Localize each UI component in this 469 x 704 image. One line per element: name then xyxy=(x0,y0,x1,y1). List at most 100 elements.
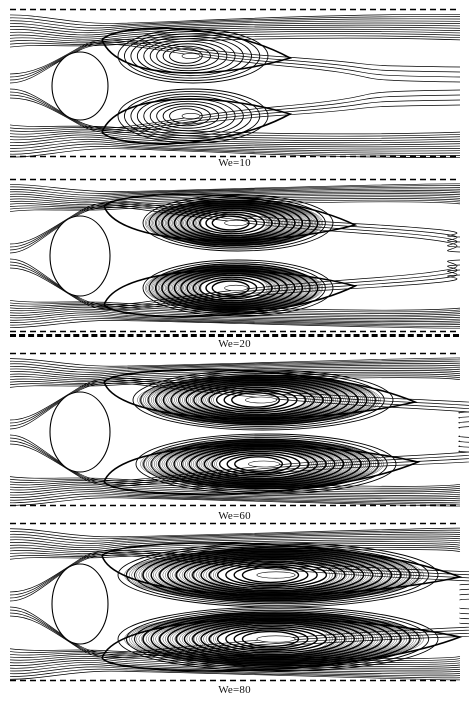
vortex-hatch xyxy=(164,268,304,308)
vortex-contour xyxy=(154,263,319,313)
outer-streamline xyxy=(9,659,461,671)
vortex-hatch xyxy=(148,615,400,663)
vortex-hatch xyxy=(151,440,373,488)
outer-streamline xyxy=(9,481,461,493)
vortex-hatch xyxy=(162,552,386,598)
vortex-hatch xyxy=(172,269,296,307)
panel-we60 xyxy=(0,352,469,507)
outer-streamline xyxy=(9,314,461,324)
vortex-hatch xyxy=(213,385,305,415)
vortex-hatch xyxy=(139,375,379,425)
streamline-plot-we60 xyxy=(9,352,469,507)
vortex-contour xyxy=(136,35,244,77)
vortex-contour xyxy=(142,547,411,603)
vortex-hatch xyxy=(140,439,384,489)
vortex-contour xyxy=(142,611,411,667)
outer-streamline xyxy=(9,654,461,665)
vortex-hatch xyxy=(210,622,338,656)
vortex-contour xyxy=(241,566,300,584)
vortex-contour xyxy=(135,433,397,495)
vortex-hatch xyxy=(172,204,296,242)
vortex-core xyxy=(224,219,248,227)
vortex-hatch xyxy=(194,446,330,482)
vortex-hatch xyxy=(126,549,422,601)
outer-streamline xyxy=(9,537,461,549)
vortex-hatch xyxy=(152,377,366,423)
outer-streamline xyxy=(9,483,461,494)
vortex-hatch xyxy=(133,613,415,665)
vortex-hatch xyxy=(191,620,357,658)
vortex-hatch xyxy=(164,378,354,422)
vortex-hatch xyxy=(170,269,298,307)
vortex-hatch xyxy=(169,443,355,485)
vortex-hatch xyxy=(167,617,381,661)
vortex-contour xyxy=(218,452,301,476)
vortex-hatch xyxy=(196,273,272,303)
vortex-hatch xyxy=(186,271,282,305)
vortex-hatch xyxy=(205,557,343,593)
vortex-hatch xyxy=(163,268,305,308)
outer-streamline xyxy=(9,541,461,552)
outer-streamline xyxy=(9,670,461,681)
vortex-hatch xyxy=(157,267,311,309)
vortex-hatch xyxy=(193,272,275,304)
outer-streamline xyxy=(9,361,461,371)
outer-streamline xyxy=(9,531,461,542)
vortex-hatch xyxy=(158,378,360,422)
vortex-hatch xyxy=(146,265,322,311)
vortex-hatch xyxy=(206,447,318,481)
vortex-hatch xyxy=(164,203,304,243)
vortex-contour xyxy=(169,108,203,124)
wake-streamline xyxy=(9,377,469,421)
outer-streamline xyxy=(9,136,461,148)
vortex-core xyxy=(245,396,277,404)
vortex-hatch xyxy=(196,208,272,238)
vortex-contour xyxy=(208,560,337,590)
streamlines-group xyxy=(9,357,469,507)
vortex-hatch xyxy=(153,615,395,663)
vortex-hatch xyxy=(186,619,362,659)
vortex-hatch xyxy=(198,556,350,594)
vortex-contour xyxy=(205,213,258,233)
vortex-hatch xyxy=(156,201,312,245)
vortex-hatch xyxy=(149,200,319,246)
outer-streamline xyxy=(9,305,461,316)
vortex-hatch xyxy=(193,620,355,658)
vortex-hatch xyxy=(142,439,382,489)
vortex-hatch xyxy=(160,552,388,598)
vortex-hatch xyxy=(173,443,351,485)
vortex-hatch xyxy=(143,376,375,424)
vortex-contour xyxy=(198,211,265,235)
vortex-hatch xyxy=(193,207,275,239)
outer-streamline xyxy=(9,26,461,38)
panel-we20 xyxy=(0,178,469,333)
outer-streamline xyxy=(9,31,461,42)
vortex-hatch xyxy=(141,614,407,664)
outer-streamline xyxy=(9,18,461,29)
vortex-hatch xyxy=(194,208,274,238)
vortex-hatch xyxy=(203,557,345,593)
wake-streamline xyxy=(9,201,461,245)
vortex-hatch xyxy=(189,619,359,659)
vortex-hatch xyxy=(147,200,321,246)
vortex-boundary xyxy=(103,193,358,242)
vortex-hatch xyxy=(187,271,281,305)
vortex-hatch xyxy=(129,613,419,665)
vortex-hatch xyxy=(153,201,315,245)
vortex-boundary xyxy=(101,542,463,596)
vortex-contour xyxy=(149,100,228,132)
vortex-contour xyxy=(156,103,220,129)
vortex-hatch xyxy=(150,615,398,663)
vortex-hatch xyxy=(166,203,302,243)
vortex-hatch xyxy=(165,553,383,597)
vortex-contour xyxy=(234,456,284,472)
outer-streamline xyxy=(9,16,461,26)
vortex-contour xyxy=(117,28,269,84)
vortex-hatch xyxy=(156,377,362,423)
vortex-hatch xyxy=(162,616,386,662)
vortex-contour xyxy=(231,392,281,408)
vortex-boundary xyxy=(101,618,463,672)
vortex-hatch xyxy=(193,556,355,594)
vortex-contour xyxy=(192,274,273,302)
vortex-hatch xyxy=(198,446,326,482)
